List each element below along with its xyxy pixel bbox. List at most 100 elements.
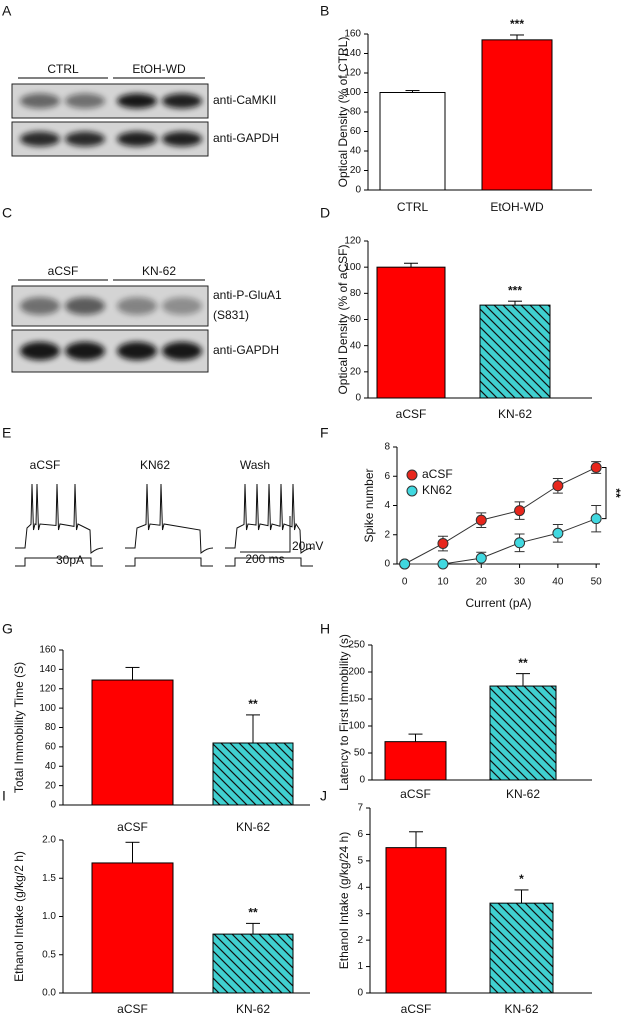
significance: ** (248, 697, 258, 711)
y-tick-label: 80 (45, 722, 57, 733)
y-tick-label: 1.5 (42, 873, 56, 884)
trace (15, 483, 104, 555)
trace (225, 483, 314, 555)
y-tick-label: 40 (45, 761, 57, 772)
y-tick-label: 0.0 (42, 988, 56, 999)
significance: * (519, 872, 524, 886)
stimulus (125, 557, 213, 567)
blot-band (117, 131, 157, 147)
y-tick-label: 250 (348, 640, 365, 651)
legend-marker (406, 485, 418, 497)
y-tick-label: 0 (359, 775, 365, 786)
stimulus-label: 30pA (56, 553, 84, 567)
panel-letter: H (320, 621, 330, 637)
bar (212, 742, 294, 806)
y-tick-label: 150 (348, 694, 365, 705)
y-axis-label: Spike number (362, 468, 376, 542)
blot-band (20, 297, 60, 315)
marker (590, 513, 602, 525)
marker (590, 461, 602, 473)
x-axis-label: Current (pA) (465, 596, 531, 610)
y-tick-label: 140 (39, 664, 56, 675)
x-tick-label: KN-62 (506, 787, 540, 801)
blot-band (65, 131, 105, 147)
row-label: anti-CaMKII (213, 93, 276, 107)
y-tick-label: 3 (357, 908, 363, 919)
y-axis-label: Ethanol Intake (g/kg/2 h) (12, 851, 26, 982)
legend-marker (406, 469, 418, 481)
y-axis-label: Optical Density (% of CTRL) (336, 37, 350, 188)
blot-band (117, 341, 157, 361)
bar (481, 39, 553, 191)
y-tick-label: 0.5 (42, 949, 56, 960)
bar (91, 679, 174, 806)
y-tick-label: 7 (357, 803, 363, 814)
marker (475, 552, 487, 564)
trace (125, 483, 214, 555)
trace-label: Wash (240, 458, 270, 472)
panel-letter: C (2, 205, 12, 221)
x-tick-label: KN-62 (236, 1002, 270, 1016)
y-tick-label: 0 (357, 988, 363, 999)
stimulus (15, 557, 103, 567)
y-axis-label: Optical Density (% of aCSF) (336, 244, 350, 394)
y-tick-label: 60 (350, 314, 362, 325)
group-label: CTRL (47, 62, 79, 76)
y-tick-label: 160 (344, 29, 361, 40)
x-tick-label: 50 (591, 577, 603, 588)
x-tick-label: aCSF (396, 407, 427, 421)
x-tick-label: KN-62 (498, 407, 532, 421)
marker (475, 514, 487, 526)
bar (212, 933, 294, 994)
y-tick-label: 20 (350, 165, 362, 176)
y-tick-label: 4 (357, 882, 363, 893)
trace-label: aCSF (30, 458, 61, 472)
blot-band (162, 341, 202, 361)
trace-label: KN62 (140, 458, 170, 472)
scale-label: 200 ms (245, 552, 284, 566)
x-tick-label: 0 (402, 577, 408, 588)
panel-letter: D (320, 205, 330, 221)
significance: ** (248, 906, 258, 920)
blot-band (117, 93, 157, 109)
y-tick-label: 6 (384, 471, 390, 482)
x-tick-label: KN-62 (504, 1002, 538, 1016)
x-tick-label: 20 (476, 577, 488, 588)
y-tick-label: 2.0 (42, 835, 56, 846)
x-tick-label: CTRL (397, 200, 429, 214)
x-tick-label: 40 (552, 577, 564, 588)
marker (399, 558, 411, 570)
x-tick-label: 10 (437, 577, 449, 588)
marker (437, 558, 449, 570)
x-tick-label: aCSF (400, 787, 431, 801)
scale-bar (240, 516, 291, 553)
marker (437, 538, 449, 550)
row-label: anti-GAPDH (213, 343, 279, 357)
blot-band (162, 131, 202, 147)
y-tick-label: 0 (355, 185, 361, 196)
row-label: anti-P-GluA1 (213, 288, 282, 302)
bar (385, 847, 447, 994)
panel-letter: J (320, 788, 327, 804)
y-tick-label: 0 (384, 559, 390, 570)
x-tick-label: aCSF (117, 1002, 148, 1016)
significance: *** (510, 17, 524, 31)
y-tick-label: 140 (344, 48, 361, 59)
panel-letter: E (2, 425, 11, 441)
bar (479, 304, 551, 399)
legend-label: aCSF (422, 467, 453, 481)
x-tick-label: 30 (514, 577, 526, 588)
significance: ** (518, 656, 528, 670)
blot-band (65, 93, 105, 109)
y-tick-label: 5 (357, 855, 363, 866)
series-line (404, 467, 597, 565)
marker (514, 505, 526, 517)
y-tick-label: 8 (384, 442, 390, 453)
y-tick-label: 50 (354, 748, 366, 759)
bar (384, 741, 447, 781)
y-axis-label: Total Immobility Time (S) (12, 662, 26, 793)
y-tick-label: 1.0 (42, 911, 56, 922)
y-tick-label: 40 (350, 340, 362, 351)
row-label: (S831) (213, 308, 249, 322)
y-axis-label: Ethanol Intake (g/kg/24 h) (337, 832, 351, 969)
